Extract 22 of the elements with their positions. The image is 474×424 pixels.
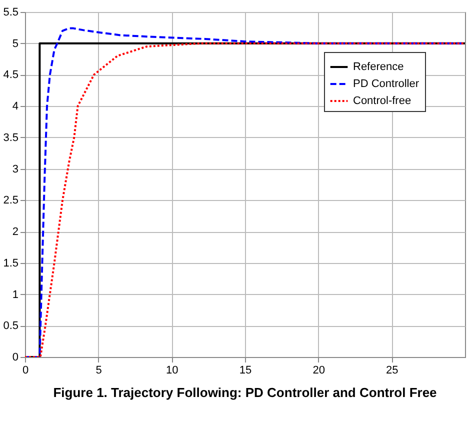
x-tick-label: 0 [22,364,29,376]
x-tick-label: 10 [166,364,178,376]
y-tick-label: 2 [12,226,18,238]
legend-label: Reference [353,61,404,73]
y-tick-label: 4 [12,100,18,113]
x-tick-label: 5 [96,364,102,376]
y-tick-label: 0 [12,352,18,364]
y-tick-label: 5.5 [3,6,18,18]
x-tick-label: 25 [386,364,398,376]
y-tick-label: 4.5 [3,69,18,82]
legend-label: PD Controller [353,78,420,90]
y-tick-label: 0.5 [3,320,18,332]
y-tick-label: 1.5 [3,257,18,270]
y-tick-label: 5 [12,38,18,50]
text: Figure 1. Trajectory Following: PD Controller and Control Free [53,385,437,400]
y-tick-label: 3.5 [3,132,18,144]
y-tick-label: 3 [12,163,18,176]
x-tick-label: 15 [239,364,252,376]
legend-label: Control-free [353,95,412,107]
y-tick-label: 2.5 [3,194,18,207]
x-tick-label: 20 [312,364,325,376]
y-tick-label: 1 [12,288,18,301]
